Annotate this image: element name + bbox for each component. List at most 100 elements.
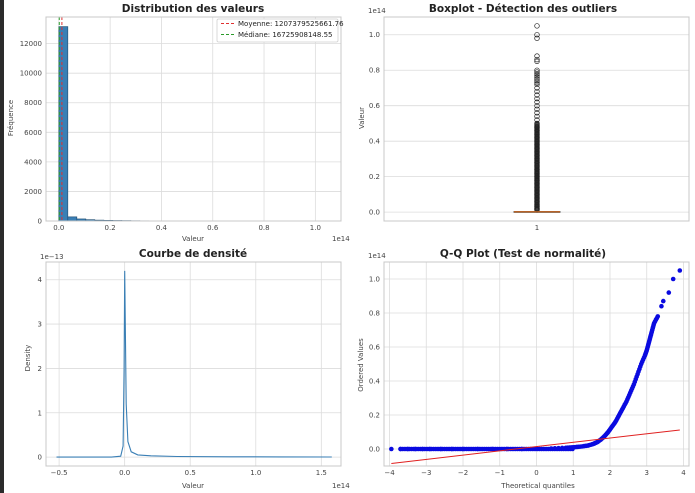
outlier-point	[534, 88, 540, 95]
qq-point	[677, 268, 683, 273]
density-panel: Courbe de densité −0.5 0.0 0.5 1.0 1.501234 …	[24, 248, 350, 490]
histogram-x-offset: 1e14	[332, 235, 350, 243]
outlier-point	[534, 78, 540, 84]
qq-point	[534, 446, 539, 452]
qq-ylabel: Ordered Values	[357, 338, 365, 392]
outlier-point	[534, 35, 540, 41]
y-tick-label-qq: 0.4	[369, 378, 381, 386]
y-tick-label-dens: 4	[38, 276, 43, 284]
outlier-point	[534, 106, 540, 112]
x-tick-label-qq: −3	[421, 469, 431, 477]
plot-frame-box	[383, 16, 690, 222]
density-x-offset: 1e14	[332, 482, 350, 490]
y-tick-label-hist: 6000	[24, 129, 42, 137]
outlier-point	[534, 74, 540, 80]
x-tick-label-hist: 0.2	[105, 224, 116, 232]
y-tick-label-dens: 2	[38, 365, 42, 373]
outlier-point	[534, 113, 540, 119]
y-tick-label-qq: 0.0	[369, 446, 380, 454]
outlier-point	[534, 95, 540, 102]
legend-box	[216, 18, 339, 43]
y-tick-label-dens: 3	[38, 321, 42, 329]
density-ylabel: Density	[24, 345, 32, 372]
qq-point	[548, 446, 554, 451]
y-tick-label-box: 0.2	[369, 173, 380, 181]
qq-point	[569, 445, 574, 450]
y-tick-label-box: 0.0	[369, 209, 380, 217]
qq-point	[405, 446, 411, 452]
plot-frame-dens	[45, 261, 342, 467]
y-tick-label-qq: 0.6	[369, 344, 381, 352]
outlier-point	[534, 72, 540, 79]
boxplot-title: Boxplot - Détection des outliers	[429, 3, 617, 15]
histogram-legend: Moyenne: 1207379525661.76 Médiane: 167259…	[216, 18, 344, 43]
y-tick-label-box: 0.4	[369, 138, 381, 146]
qq-point	[660, 298, 666, 304]
outlier-point	[534, 79, 540, 86]
histogram-bar	[67, 216, 78, 222]
qq-point	[389, 446, 394, 452]
qq-point	[556, 445, 561, 451]
y-tick-label-box: 1.0	[369, 31, 380, 39]
qq-point	[475, 446, 481, 452]
qq-point	[626, 392, 632, 398]
qq-point	[449, 446, 455, 452]
boxplot-ylabel: Valeur	[358, 107, 366, 129]
outlier-point	[534, 58, 540, 64]
density-line	[56, 270, 332, 458]
y-tick-label-hist: 10000	[20, 70, 42, 78]
qq-point	[460, 446, 466, 452]
qq-fit-line	[391, 429, 680, 464]
qq-point	[654, 315, 660, 321]
outlier-point	[534, 32, 540, 38]
qq-point	[552, 446, 558, 451]
qq-point	[576, 444, 582, 450]
qq-point	[666, 290, 672, 295]
outlier-point	[534, 110, 540, 116]
density-y-offset: 1e−13	[40, 253, 64, 261]
x-tick-label-box: 1	[535, 224, 539, 232]
qq-point	[438, 446, 444, 452]
outlier-point	[534, 53, 540, 59]
legend-entry: Médiane: 16725908148.55	[238, 31, 332, 39]
x-tick-label-qq: −2	[458, 469, 468, 477]
y-tick-label-qq: 0.2	[369, 412, 380, 420]
density-title: Courbe de densité	[139, 248, 247, 260]
outlier-point	[534, 69, 540, 75]
y-tick-label-hist: 4000	[24, 158, 42, 166]
outlier-point	[534, 56, 540, 63]
histogram-title: Distribution des valeurs	[122, 3, 264, 15]
y-tick-label-hist: 8000	[24, 99, 42, 107]
x-tick-label-qq: 4	[681, 469, 686, 477]
outlier-point	[534, 76, 540, 82]
x-tick-label-dens: 1.0	[250, 469, 261, 477]
y-tick-label-hist: 2000	[24, 188, 42, 196]
histogram-bar	[58, 26, 69, 222]
qq-point	[623, 400, 628, 406]
qq-point	[615, 414, 621, 420]
qq-point	[398, 446, 403, 452]
outlier-point	[534, 81, 540, 88]
legend-entry: Moyenne: 1207379525661.76	[238, 20, 344, 28]
qq-point	[427, 446, 433, 452]
x-tick-label-dens: 0.5	[185, 469, 196, 477]
outlier-point	[534, 121, 540, 127]
qq-point	[634, 374, 639, 380]
histogram-panel: Distribution des valeurs 0.0 0.2 0.4 0.6 0.8…	[7, 3, 350, 243]
plot-frame-qq	[383, 261, 690, 467]
qq-point	[559, 445, 565, 451]
qq-xlabel: Theoretical quantiles	[500, 482, 575, 490]
y-tick-label-box: 0.8	[369, 67, 380, 75]
qq-point	[659, 303, 664, 309]
qq-point	[420, 446, 425, 452]
y-tick-label-qq: 1.0	[369, 276, 380, 284]
x-tick-label-hist: 0.0	[53, 224, 64, 232]
x-tick-label-hist: 0.4	[156, 224, 168, 232]
x-tick-label-qq: 3	[645, 469, 649, 477]
outlier-point	[534, 71, 540, 77]
boxplot-panel: Boxplot - Détection des outliers 0.0 0.2 0…	[358, 3, 690, 232]
x-tick-label-qq: −4	[384, 469, 395, 477]
histogram-xlabel: Valeur	[182, 235, 204, 243]
outlier-point	[534, 67, 540, 73]
histogram-ylabel: Fréquence	[7, 100, 15, 136]
